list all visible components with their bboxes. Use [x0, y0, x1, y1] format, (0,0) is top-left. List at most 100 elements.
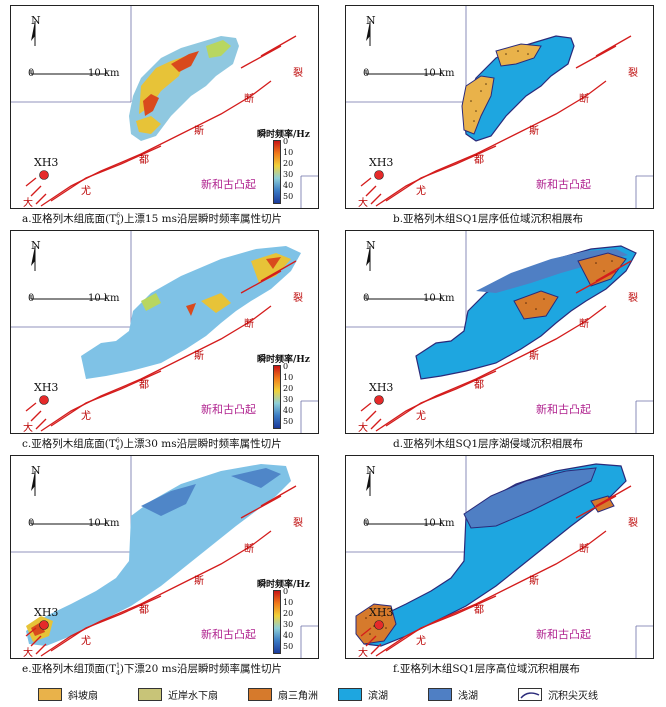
- fault-char-duan: 断: [244, 544, 254, 555]
- uplift-label: 新和古凸起: [536, 403, 591, 416]
- legend-item-pinchout-line: 沉积尖灭线: [518, 686, 598, 702]
- shallow-lake-swatch: [428, 687, 452, 701]
- legend-label: 滨湖: [368, 690, 388, 702]
- uplift-label: 新和古凸起: [201, 628, 256, 641]
- shallow-lake-f: [463, 467, 597, 529]
- colorbar-tick: 10: [283, 373, 294, 382]
- caption-f: f.亚格列木组SQ1层序高位域沉积相展布: [393, 663, 580, 675]
- colorbar-tick: 10: [283, 598, 294, 607]
- scale-end-label: 10 km: [88, 293, 120, 304]
- scale-start-label: 0: [28, 293, 35, 304]
- colorbar-tick: 10: [283, 148, 294, 157]
- fault-char-du: 都: [474, 380, 484, 391]
- pinchout-line-swatch: [518, 687, 542, 701]
- nearshore-fan-swatch: [138, 687, 162, 701]
- caption-c: c.亚格列木组底面(T64)上漂30 ms沿层瞬时频率属性切片: [22, 437, 282, 453]
- legend-item-fan-delta: 扇三角洲: [248, 686, 318, 702]
- fault-char-lie: 裂: [628, 518, 638, 529]
- panel-a-map: [11, 6, 318, 208]
- colorbar-tick: 40: [283, 631, 294, 640]
- fault-char-lie: 裂: [293, 68, 303, 79]
- fault-char-duan: 断: [579, 94, 589, 105]
- legend-item-slope-fan: 斜坡扇: [38, 686, 98, 702]
- scale-end-label: 10 km: [423, 68, 455, 79]
- fault-char-you: 尤: [416, 411, 426, 422]
- fault-char-you: 尤: [81, 636, 91, 647]
- colorbar-tick: 30: [283, 170, 294, 179]
- panel-e-map: [11, 456, 318, 658]
- scale-start-label: 0: [363, 293, 370, 304]
- legend-label: 扇三角洲: [278, 690, 318, 702]
- attribute-slice-e: [26, 464, 291, 646]
- panel-a: N 0 10 km XH3 大 尤 都 斯 断 裂 新和古凸起 瞬时频率/Hz …: [10, 5, 319, 209]
- scale-end-label: 10 km: [88, 68, 120, 79]
- lake-shore-f: [360, 463, 627, 647]
- colorbar-tick: 40: [283, 181, 294, 190]
- panel-d: N 0 10 km XH3 大 尤 都 斯 断 裂 新和古凸起: [345, 230, 654, 434]
- legend-item-shore-lake: 滨湖: [338, 686, 388, 702]
- well-label: XH3: [34, 606, 59, 619]
- uplift-label: 新和古凸起: [536, 178, 591, 191]
- well-label: XH3: [34, 156, 59, 169]
- uplift-label: 新和古凸起: [201, 178, 256, 191]
- fault-char-du: 都: [139, 380, 149, 391]
- colorbar-tick: 20: [283, 159, 294, 168]
- colorbar-tick: 20: [283, 384, 294, 393]
- fault-char-you: 尤: [81, 411, 91, 422]
- fault-char-lie: 裂: [628, 68, 638, 79]
- colorbar-tick: 30: [283, 395, 294, 404]
- legend-item-nearshore-fan: 近岸水下扇: [138, 686, 218, 702]
- fault-char-si: 斯: [194, 351, 204, 362]
- well-label: XH3: [369, 606, 394, 619]
- colorbar: [273, 590, 281, 654]
- panel-c: N 0 10 km XH3 大 尤 都 斯 断 裂 新和古凸起 瞬时频率/Hz …: [10, 230, 319, 434]
- legend: 斜坡扇 近岸水下扇 扇三角洲 滨湖 浅湖 沉积尖灭线: [0, 680, 666, 707]
- fault-char-lie: 裂: [628, 293, 638, 304]
- fault-char-du: 都: [139, 605, 149, 616]
- fault-char-da: 大: [358, 648, 368, 659]
- scale-start-label: 0: [363, 518, 370, 529]
- colorbar-tick: 0: [283, 137, 289, 146]
- scale-start-label: 0: [28, 518, 35, 529]
- north-label: N: [366, 239, 376, 252]
- panel-f: N 0 10 km XH3 大 尤 都 斯 断 裂 新和古凸起: [345, 455, 654, 659]
- colorbar-tick: 50: [283, 192, 294, 201]
- uplift-label: 新和古凸起: [536, 628, 591, 641]
- fault-char-you: 尤: [81, 186, 91, 197]
- panel-c-map: [11, 231, 318, 433]
- colorbar-tick: 50: [283, 417, 294, 426]
- colorbar-title: 瞬时频率/Hz: [257, 130, 310, 140]
- scale-end-label: 10 km: [423, 293, 455, 304]
- fault-char-da: 大: [358, 198, 368, 209]
- fault-char-du: 都: [139, 155, 149, 166]
- north-label: N: [366, 464, 376, 477]
- attribute-slice-a: [129, 36, 239, 141]
- fault-char-da: 大: [23, 423, 33, 434]
- scale-end-label: 10 km: [423, 518, 455, 529]
- legend-label: 沉积尖灭线: [548, 690, 598, 702]
- colorbar-tick: 40: [283, 406, 294, 415]
- fault-char-lie: 裂: [293, 293, 303, 304]
- panel-e: N 0 10 km XH3 大 尤 都 斯 断 裂 新和古凸起 瞬时频率/Hz …: [10, 455, 319, 659]
- fault-char-duan: 断: [244, 94, 254, 105]
- caption-b: b.亚格列木组SQ1层序低位域沉积相展布: [393, 213, 584, 225]
- fault-char-si: 斯: [529, 126, 539, 137]
- fault-char-si: 斯: [194, 576, 204, 587]
- caption-d: d.亚格列木组SQ1层序湖侵域沉积相展布: [393, 438, 584, 450]
- caption-a: a.亚格列木组底面(T64)上漂15 ms沿层瞬时频率属性切片: [22, 212, 282, 228]
- colorbar: [273, 365, 281, 429]
- colorbar-tick: 20: [283, 609, 294, 618]
- panel-f-map: [346, 456, 653, 658]
- fault-char-si: 斯: [529, 351, 539, 362]
- fault-char-da: 大: [23, 198, 33, 209]
- well-label: XH3: [369, 156, 394, 169]
- north-label: N: [31, 14, 41, 27]
- fault-char-du: 都: [474, 605, 484, 616]
- fault-char-you: 尤: [416, 636, 426, 647]
- panel-b: N 0 10 km XH3 大 尤 都 斯 断 裂 新和古凸起: [345, 5, 654, 209]
- colorbar-title: 瞬时频率/Hz: [257, 355, 310, 365]
- panel-d-map: [346, 231, 653, 433]
- fault-char-da: 大: [23, 648, 33, 659]
- north-label: N: [366, 14, 376, 27]
- scale-start-label: 0: [363, 68, 370, 79]
